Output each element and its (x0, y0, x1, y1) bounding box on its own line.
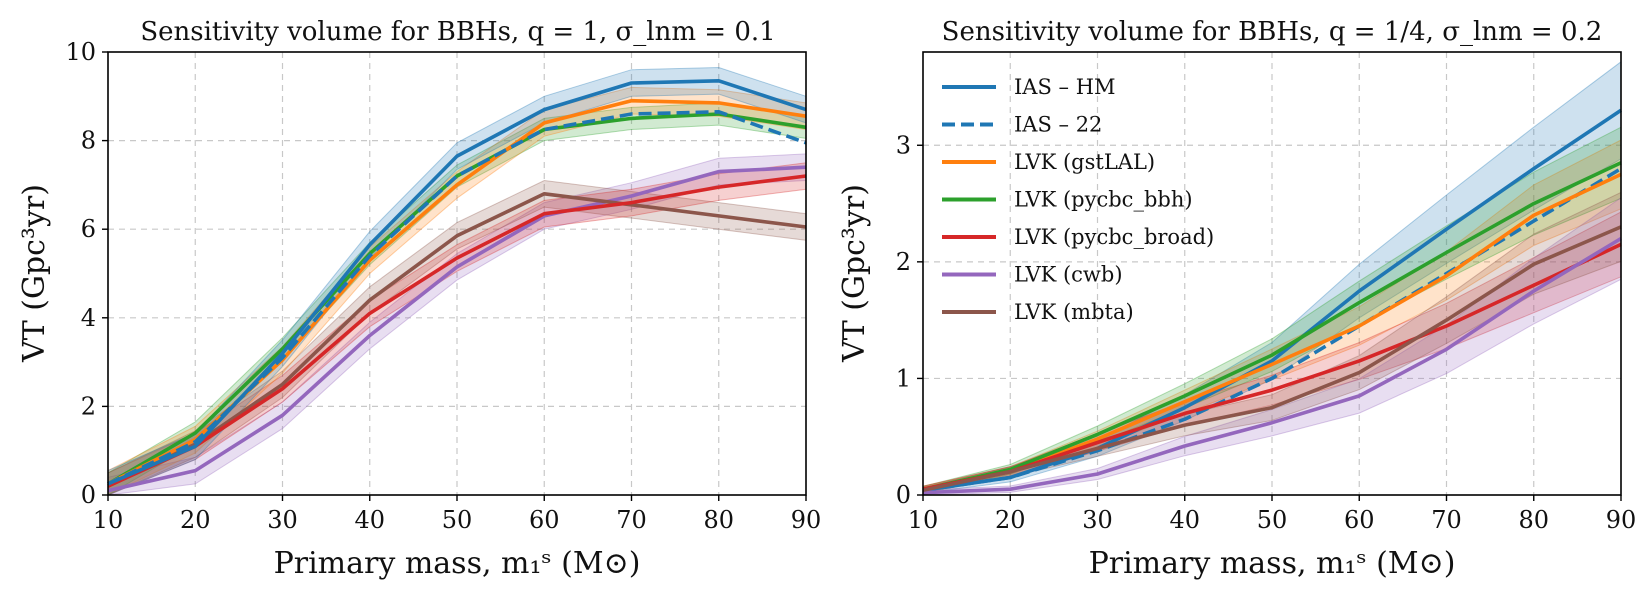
x-tick-label: 80 (1518, 506, 1549, 534)
x-tick-label: 10 (908, 506, 939, 534)
series-line (107, 165, 807, 493)
y-tick-label: 4 (81, 304, 96, 332)
y-tick-label: 1 (896, 364, 911, 392)
x-tick-label: 30 (1082, 506, 1113, 534)
left-y-axis-label: VT (Gpc³yr) (17, 184, 52, 363)
y-tick-label: 8 (81, 127, 96, 155)
left-chart-title: Sensitivity volume for BBHs, q = 1, σ_ln… (140, 17, 775, 47)
legend-label: LVK (pycbc_bbh) (1014, 188, 1193, 212)
x-tick-label: 70 (616, 506, 647, 534)
left-y-ticks: 0 2 4 6 8 10 (65, 38, 108, 509)
x-tick-label: 60 (1344, 506, 1375, 534)
legend-label: IAS – HM (1014, 75, 1116, 99)
series-line (922, 161, 1622, 491)
series-line (107, 174, 807, 488)
right-series-lines (922, 108, 1623, 495)
series-line (922, 242, 1622, 491)
y-tick-label: 10 (65, 38, 96, 66)
y-tick-label: 3 (896, 131, 911, 159)
series-line (107, 79, 807, 486)
left-grid (108, 52, 806, 495)
x-tick-label: 50 (442, 506, 473, 534)
series-line (922, 167, 1622, 493)
legend-label: LVK (gstLAL) (1014, 150, 1155, 174)
x-tick-label: 80 (703, 506, 734, 534)
x-tick-label: 60 (529, 506, 560, 534)
legend-label: LVK (pycbc_broad) (1014, 225, 1214, 249)
left-chart-panel: Sensitivity volume for BBHs, q = 1, σ_ln… (17, 17, 821, 581)
y-tick-label: 6 (81, 215, 96, 243)
x-tick-label: 40 (1169, 506, 1200, 534)
series-line (922, 225, 1622, 493)
x-tick-label: 30 (267, 506, 298, 534)
right-x-axis-label: Primary mass, m₁ˢ (M⊙) (1089, 546, 1456, 581)
right-y-ticks: 0 1 2 3 (896, 131, 923, 509)
x-tick-label: 10 (93, 506, 124, 534)
series-line (922, 236, 1622, 495)
y-tick-label: 0 (81, 481, 96, 509)
left-x-axis-label: Primary mass, m₁ˢ (M⊙) (274, 546, 641, 581)
x-tick-label: 20 (995, 506, 1026, 534)
series-line (107, 192, 807, 488)
y-tick-label: 0 (896, 481, 911, 509)
legend-label: LVK (cwb) (1014, 263, 1123, 287)
legend-label: LVK (mbta) (1014, 300, 1134, 324)
left-series-lines (107, 79, 807, 493)
x-tick-label: 40 (354, 506, 385, 534)
x-tick-label: 20 (180, 506, 211, 534)
x-tick-label: 70 (1431, 506, 1462, 534)
left-x-ticks: 10 20 30 40 50 60 70 80 90 (93, 495, 822, 534)
series-line (107, 112, 807, 486)
y-tick-label: 2 (896, 248, 911, 276)
legend: IAS – HM IAS – 22 LVK (gstLAL) LVK (pycbc_b… (942, 75, 1214, 324)
right-chart-title: Sensitivity volume for BBHs, q = 1/4, σ_… (942, 17, 1603, 47)
legend-label: IAS – 22 (1014, 113, 1102, 137)
right-y-axis-label: VT (Gpc³yr) (837, 184, 872, 363)
right-chart-panel: Sensitivity volume for BBHs, q = 1/4, σ_… (837, 17, 1636, 581)
y-tick-label: 2 (81, 392, 96, 420)
right-x-ticks: 10 20 30 40 50 60 70 80 90 (908, 495, 1637, 534)
x-tick-label: 90 (791, 506, 822, 534)
x-tick-label: 90 (1606, 506, 1637, 534)
x-tick-label: 50 (1257, 506, 1288, 534)
